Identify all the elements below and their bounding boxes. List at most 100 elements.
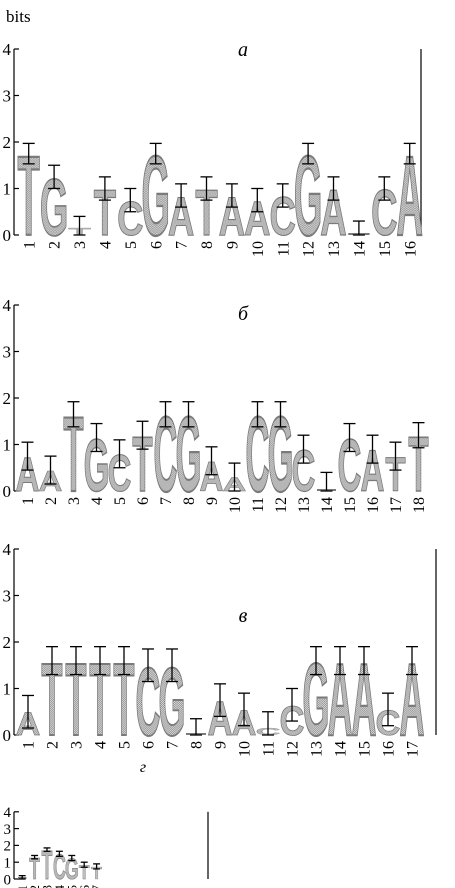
position-label: 17 [388, 497, 405, 513]
position-label: 9 [225, 241, 242, 249]
logo-letter: T [94, 177, 116, 250]
logo-letter: T [195, 177, 217, 250]
position-label: 4 [52, 885, 67, 888]
position-label: 5 [64, 885, 79, 888]
logo-letter: C [53, 848, 66, 887]
position-label: 10 [250, 241, 267, 257]
position-label: 15 [357, 741, 374, 757]
logo-letter: T [91, 863, 102, 883]
logo-letter: A [396, 133, 422, 259]
position-label: 8 [181, 497, 198, 505]
position-label: 7 [165, 741, 182, 749]
y-tick-label: 2 [3, 389, 12, 408]
position-label: 2 [47, 241, 64, 249]
position-label: 13 [326, 241, 343, 257]
logo-letter: G [65, 854, 79, 887]
logo-letter: G [303, 642, 330, 757]
position-label: 12 [273, 497, 290, 513]
position-label: 11 [275, 241, 292, 256]
position-label: 5 [123, 241, 140, 249]
y-tick-label: 1 [3, 179, 12, 198]
logo-letter: T [132, 421, 152, 508]
position-label: 16 [402, 241, 419, 257]
panel-title: г [140, 759, 146, 776]
position-label: 12 [285, 741, 302, 757]
position-label: 3 [40, 885, 55, 888]
logo-letter: T [42, 841, 53, 888]
panel-title: б [238, 303, 249, 325]
position-label: 2 [45, 741, 62, 749]
y-tick-label: 2 [3, 133, 12, 152]
y-tick-label: 4 [3, 296, 12, 315]
position-label: 7 [158, 497, 175, 505]
position-label: 3 [66, 497, 83, 505]
y-tick-label: 0 [4, 872, 12, 888]
y-tick-label: 3 [4, 822, 12, 838]
y-tick-label: 4 [4, 805, 12, 821]
logo-panel-4: 01234г1T2T3C4G5T6T7 [4, 759, 209, 888]
position-label: 18 [411, 497, 428, 513]
logo-letter: A [352, 642, 377, 757]
position-label: 4 [89, 497, 106, 505]
position-label: 6 [77, 885, 92, 888]
logo-letter: A [400, 642, 425, 757]
position-label: 15 [377, 241, 394, 257]
position-label: 10 [237, 741, 254, 757]
logo-letter: T [89, 642, 110, 757]
logo-letter: T [79, 861, 90, 883]
position-label: 14 [333, 741, 350, 757]
y-tick-label: 2 [4, 839, 12, 855]
position-label: 9 [213, 741, 230, 749]
position-label: 8 [189, 741, 206, 749]
y-tick-label: 0 [3, 482, 12, 501]
y-tick-label: 3 [3, 586, 12, 605]
logo-letter: T [29, 852, 40, 886]
logo-letter: A [244, 192, 270, 246]
position-label: 8 [199, 241, 216, 249]
position-label: 14 [352, 241, 369, 257]
logo-letter: T [113, 642, 134, 757]
position-label: 4 [93, 741, 110, 749]
logo-letter: C [108, 446, 132, 503]
position-label: 16 [381, 741, 398, 757]
position-label: 2 [27, 885, 42, 888]
y-tick-label: 4 [3, 40, 12, 59]
position-label: 17 [405, 741, 422, 757]
logo-letter: C [338, 425, 362, 508]
logo-letter: T [63, 395, 83, 514]
y-tick-label: 0 [3, 726, 12, 745]
logo-letter: T [41, 642, 62, 757]
y-tick-label: 1 [3, 435, 12, 454]
logo-letter: A [361, 439, 385, 504]
position-label: 3 [72, 241, 89, 249]
position-label: 16 [365, 497, 382, 513]
logo-letter: T [385, 447, 405, 502]
position-label: 11 [261, 741, 278, 756]
logo-letter: T [408, 421, 428, 508]
position-label: 9 [204, 497, 221, 505]
position-label: 12 [301, 241, 318, 257]
position-label: 7 [174, 241, 191, 249]
position-label: 13 [309, 741, 326, 757]
y-tick-label: 1 [3, 679, 12, 698]
y-tick-label: 1 [4, 855, 12, 871]
position-label: 4 [98, 241, 115, 249]
y-tick-label: 4 [3, 540, 12, 559]
position-label: 14 [319, 497, 336, 513]
y-tick-label: 2 [3, 633, 12, 652]
position-label: 6 [135, 497, 152, 505]
position-label: 3 [69, 741, 86, 749]
position-label: 5 [112, 497, 129, 505]
panel-title: в [239, 605, 248, 627]
logo-panel-3: 01234вA1T2T3T4T5C6G78A9A10C11C12G13A14A1… [3, 540, 437, 758]
y-tick-label: 3 [3, 342, 12, 361]
position-label: 10 [227, 497, 244, 513]
position-label: 1 [21, 741, 38, 749]
position-label: 15 [342, 497, 359, 513]
position-label: 2 [43, 497, 60, 505]
y-tick-label: 3 [3, 86, 12, 105]
position-label: 7 [89, 885, 104, 888]
position-label: 13 [296, 497, 313, 513]
